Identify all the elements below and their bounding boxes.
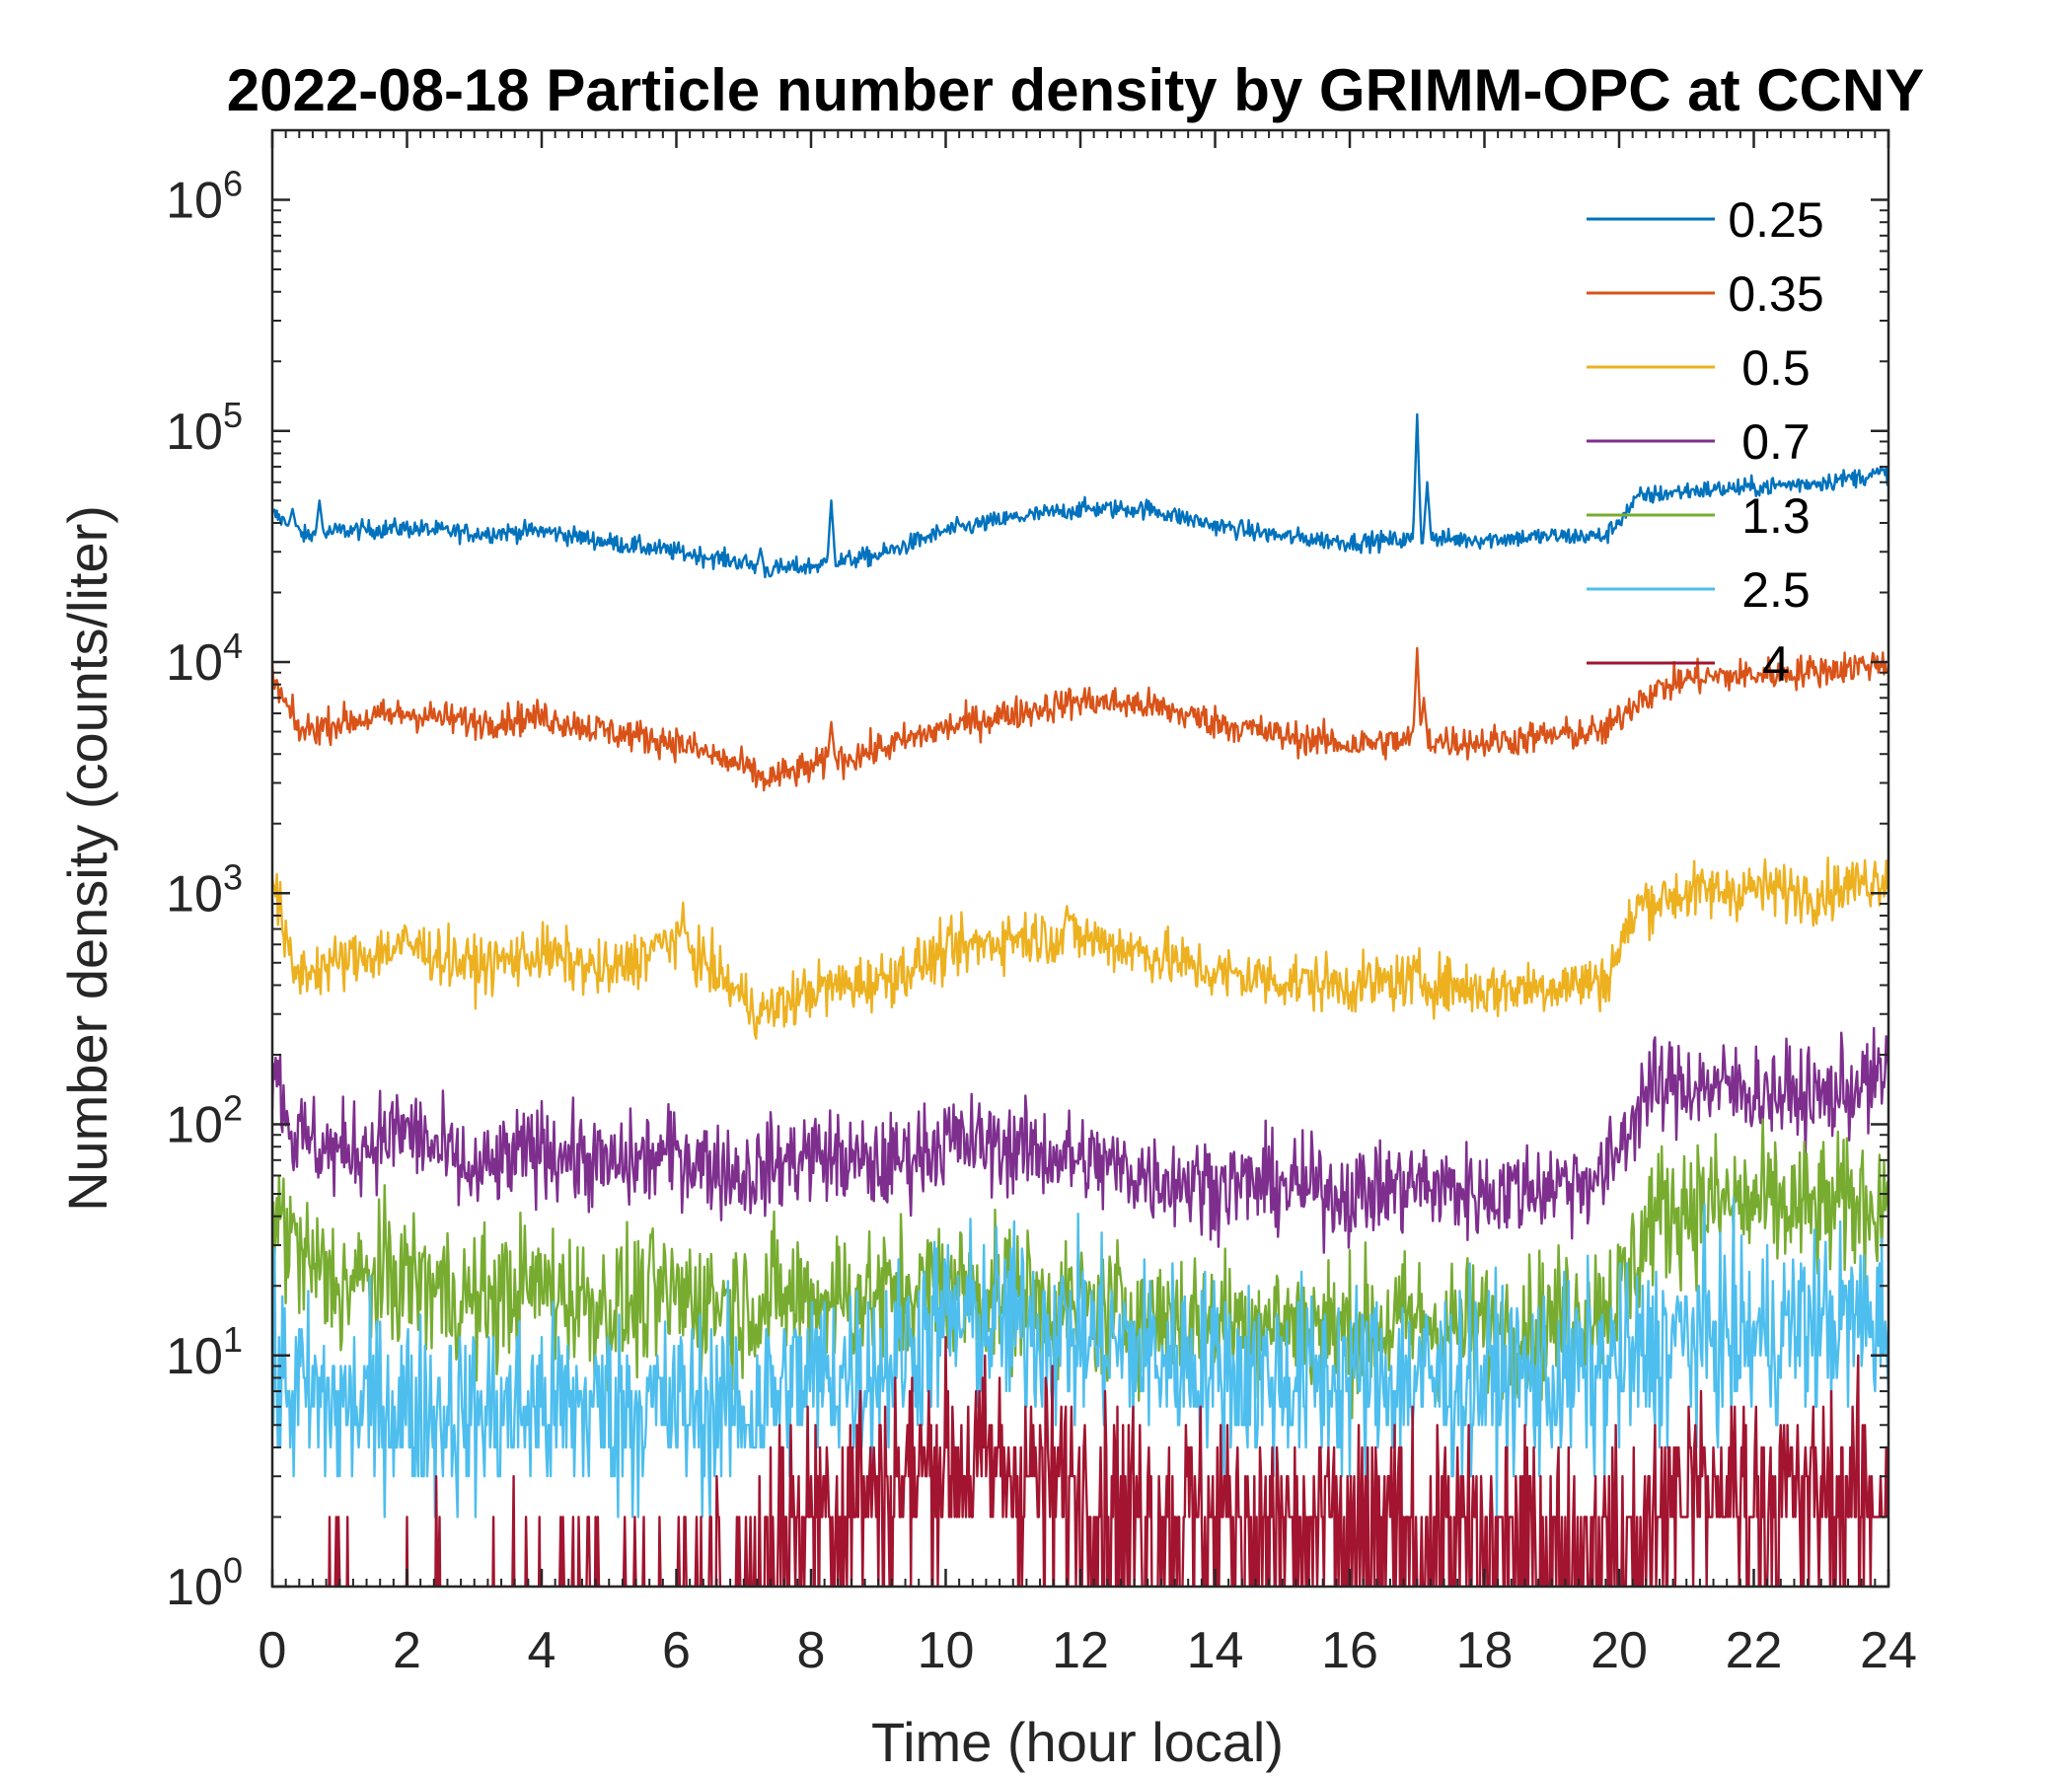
- series-line-0-5: [272, 856, 1888, 1040]
- x-axis-label: Time (hour local): [871, 1711, 1284, 1773]
- x-tick-label: 14: [1187, 1622, 1244, 1679]
- axes: 0 2 4 6 8 10 12 14 16 18 20 22 241001011021031041051…: [166, 128, 1917, 1679]
- y-tick-label: 104: [166, 626, 243, 692]
- legend-label-0-5: 0.5: [1741, 340, 1811, 396]
- series-line-0-7: [272, 1026, 1888, 1254]
- y-tick-base: 10: [166, 865, 223, 923]
- x-tick-label: 18: [1456, 1622, 1514, 1679]
- y-tick-exponent: 3: [223, 856, 243, 897]
- chart-title: 2022-08-18 Particle number density by GR…: [227, 57, 1925, 123]
- x-tick-label: 16: [1321, 1622, 1378, 1679]
- y-tick-base: 10: [166, 1328, 223, 1385]
- series-line-0-25: [272, 412, 1888, 579]
- legend-label-4: 4: [1762, 636, 1790, 692]
- x-tick-label: 12: [1052, 1622, 1109, 1679]
- series-layer: [272, 412, 1888, 1587]
- x-tick-label: 6: [662, 1622, 691, 1679]
- y-tick-base: 10: [166, 1097, 223, 1154]
- y-tick-label: 101: [166, 1319, 243, 1385]
- legend-label-0-7: 0.7: [1741, 414, 1811, 470]
- legend-label-2-5: 2.5: [1741, 562, 1811, 618]
- y-tick-label: 106: [166, 164, 243, 230]
- series-line-2-5: [272, 1196, 1888, 1518]
- y-tick-label: 102: [166, 1088, 243, 1154]
- y-tick-exponent: 4: [223, 626, 243, 666]
- y-tick-exponent: 6: [223, 164, 243, 204]
- y-tick-label: 105: [166, 395, 243, 461]
- x-tick-label: 2: [393, 1622, 421, 1679]
- legend-label-0-25: 0.25: [1728, 192, 1823, 248]
- x-tick-label: 4: [528, 1622, 556, 1679]
- y-tick-exponent: 5: [223, 395, 243, 435]
- y-tick-exponent: 1: [223, 1319, 243, 1360]
- y-tick-base: 10: [166, 404, 223, 461]
- y-tick-base: 10: [166, 173, 223, 230]
- legend: 0.25 0.35 0.5 0.7 1.3 2.5 4: [1587, 192, 1824, 692]
- y-tick-base: 10: [166, 1559, 223, 1616]
- y-axis-label: Number density (counts/liter): [56, 505, 118, 1212]
- y-tick-label: 103: [166, 856, 243, 923]
- x-tick-label: 20: [1591, 1622, 1648, 1679]
- x-tick-label: 8: [797, 1622, 826, 1679]
- x-tick-label: 10: [918, 1622, 975, 1679]
- y-tick-label: 100: [166, 1550, 243, 1616]
- legend-label-1-3: 1.3: [1741, 488, 1811, 544]
- y-tick-base: 10: [166, 634, 223, 692]
- y-tick-exponent: 0: [223, 1550, 243, 1591]
- y-tick-exponent: 2: [223, 1088, 243, 1129]
- x-tick-label: 0: [259, 1622, 287, 1679]
- x-tick-label: 22: [1726, 1622, 1783, 1679]
- legend-label-0-35: 0.35: [1728, 266, 1823, 322]
- x-tick-label: 24: [1860, 1622, 1917, 1679]
- series-line-0-35: [272, 646, 1888, 792]
